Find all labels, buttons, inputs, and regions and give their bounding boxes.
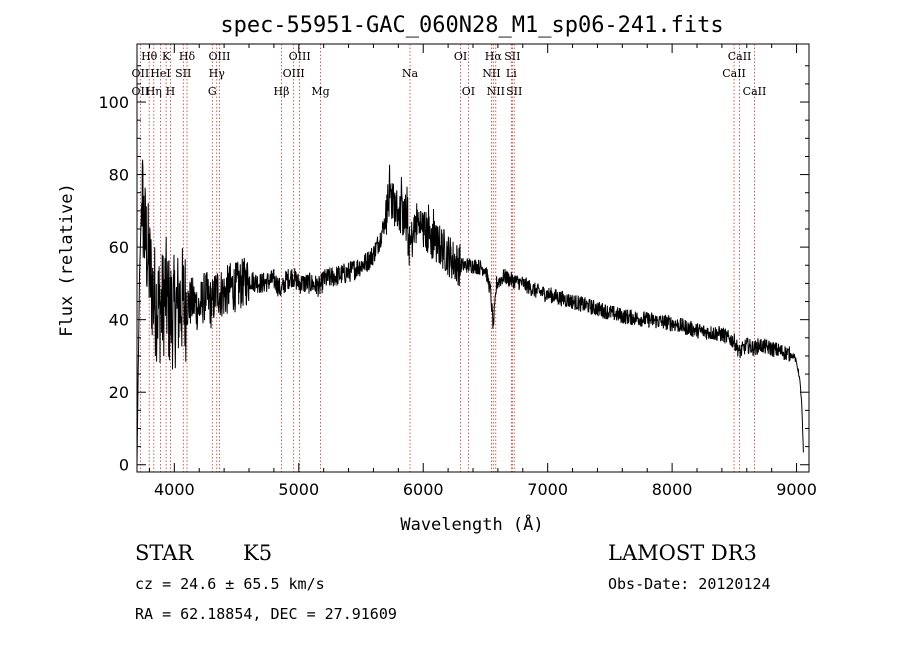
y-tick-label: 40 xyxy=(109,311,129,330)
redshift-cz: cz = 24.6 ± 65.5 km/s xyxy=(135,575,325,593)
emission-line-label: Li xyxy=(506,67,517,80)
y-axis-label: Flux (relative) xyxy=(57,183,77,337)
emission-line-label: Hα xyxy=(485,50,503,63)
emission-line-label: SII xyxy=(504,50,520,63)
emission-line-label: Hη xyxy=(146,85,162,98)
x-tick-label: 5000 xyxy=(278,480,319,499)
y-tick-label: 0 xyxy=(119,456,129,475)
emission-line-label: OI xyxy=(462,85,475,98)
emission-line-label: OI xyxy=(454,50,467,63)
emission-line-label: OIII xyxy=(208,50,230,63)
object-subclass: K5 xyxy=(243,541,272,565)
emission-line-label: CaII xyxy=(728,50,752,63)
emission-line-label: Hθ xyxy=(141,50,158,63)
emission-line-label: G xyxy=(208,85,217,98)
emission-line-markers xyxy=(139,44,755,472)
emission-line-label: SII xyxy=(175,67,191,80)
y-tick-label: 20 xyxy=(109,383,129,402)
x-axis-ticks: 4000 5000 6000 7000 8000 9000 xyxy=(148,44,817,499)
emission-line-labels: Hθ OII OII K HeI Hη H Hδ SII OIII Hγ G Hβ OIII OIII Mg N… xyxy=(132,50,767,98)
observation-date: Obs-Date: 20120124 xyxy=(608,575,771,593)
emission-line-label: SII xyxy=(506,85,522,98)
sky-coordinates: RA = 62.18854, DEC = 27.91609 xyxy=(135,605,397,623)
emission-line-label: OIII xyxy=(289,50,311,63)
emission-line-label: OIII xyxy=(283,67,305,80)
emission-line-label: H xyxy=(166,85,176,98)
emission-line-label: NII xyxy=(482,67,500,80)
emission-line-label: OII xyxy=(132,85,150,98)
emission-line-label: Hβ xyxy=(274,85,290,98)
x-tick-label: 8000 xyxy=(652,480,693,499)
emission-line-label: Hδ xyxy=(179,50,196,63)
emission-line-label: Hγ xyxy=(209,67,226,80)
emission-line-label: NII xyxy=(487,85,505,98)
y-tick-label: 60 xyxy=(109,238,129,257)
y-axis-ticks: 0 20 40 60 80 100 xyxy=(98,65,809,475)
x-tick-label: 7000 xyxy=(527,480,568,499)
x-axis-label: Wavelength (Å) xyxy=(400,513,543,535)
emission-line-label: CaII xyxy=(743,85,767,98)
survey-name: LAMOST DR3 xyxy=(608,541,757,565)
x-tick-label: 6000 xyxy=(403,480,444,499)
spectrum-line xyxy=(136,159,804,465)
chart-title: spec-55951-GAC_060N28_M1_sp06-241.fits xyxy=(220,13,723,38)
x-tick-label: 4000 xyxy=(154,480,195,499)
object-class: STAR xyxy=(135,541,194,565)
emission-line-label: Na xyxy=(402,67,419,80)
x-tick-label: 9000 xyxy=(776,480,817,499)
plot-frame xyxy=(136,43,810,473)
y-tick-label: 100 xyxy=(98,93,129,112)
y-tick-label: 80 xyxy=(109,166,129,185)
emission-line-label: Mg xyxy=(311,85,329,98)
emission-line-label: K xyxy=(162,50,171,63)
emission-line-label: OII xyxy=(132,67,150,80)
emission-line-label: HeI xyxy=(150,67,170,80)
emission-line-label: CaII xyxy=(722,67,746,80)
